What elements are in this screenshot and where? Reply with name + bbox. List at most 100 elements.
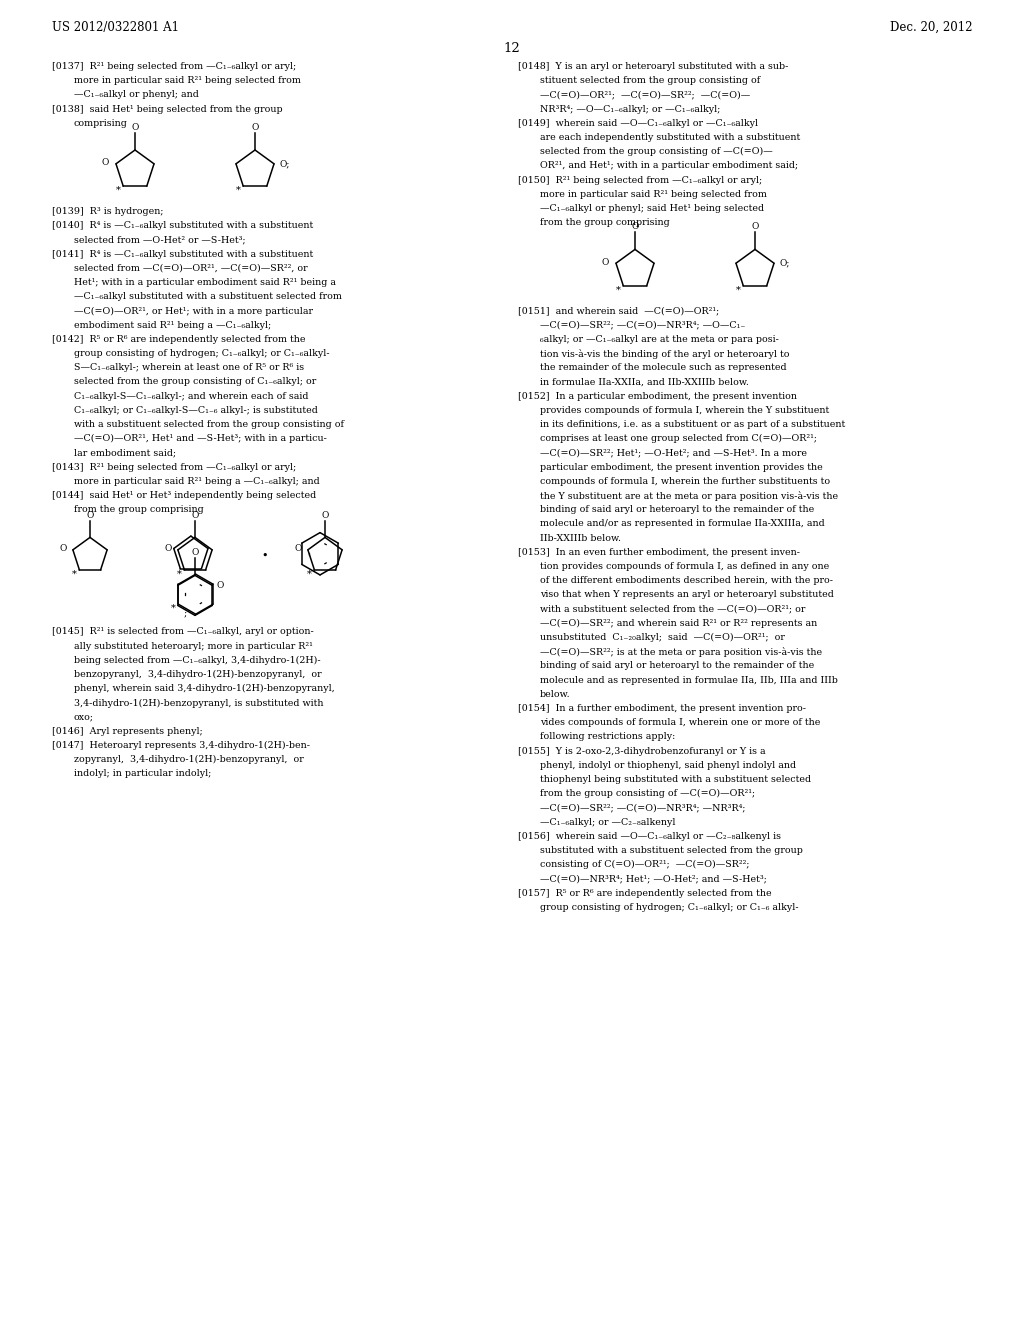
Text: unsubstituted  C₁₋₂₀alkyl;  said  —C(=O)—OR²¹;  or: unsubstituted C₁₋₂₀alkyl; said —C(=O)—OR… [540, 634, 784, 642]
Text: *: * [116, 186, 121, 195]
Text: O: O [322, 511, 329, 520]
Text: [0142]  R⁵ or R⁶ are independently selected from the: [0142] R⁵ or R⁶ are independently select… [52, 335, 305, 343]
Text: —C(=O)—OR²¹, or Het¹; with in a more particular: —C(=O)—OR²¹, or Het¹; with in a more par… [74, 306, 313, 315]
Text: O: O [191, 548, 199, 557]
Text: vides compounds of formula I, wherein one or more of the: vides compounds of formula I, wherein on… [540, 718, 820, 727]
Text: from the group comprising: from the group comprising [74, 506, 204, 515]
Text: provides compounds of formula I, wherein the Y substituent: provides compounds of formula I, wherein… [540, 405, 829, 414]
Text: tion vis-à-vis the binding of the aryl or heteroaryl to: tion vis-à-vis the binding of the aryl o… [540, 348, 790, 359]
Text: more in particular said R²¹ being a —C₁₋₆alkyl; and: more in particular said R²¹ being a —C₁₋… [74, 477, 319, 486]
Text: C₁₋₆alkyl-S—C₁₋₆alkyl-; and wherein each of said: C₁₋₆alkyl-S—C₁₋₆alkyl-; and wherein each… [74, 392, 308, 400]
Text: oxo;: oxo; [74, 713, 94, 722]
Text: O;: O; [279, 160, 290, 169]
Text: —C(=O)—SR²²; is at the meta or para position vis-à-vis the: —C(=O)—SR²²; is at the meta or para posi… [540, 647, 822, 657]
Text: comprises at least one group selected from C(=O)—OR²¹;: comprises at least one group selected fr… [540, 434, 817, 444]
Text: [0143]  R²¹ being selected from —C₁₋₆alkyl or aryl;: [0143] R²¹ being selected from —C₁₋₆alky… [52, 462, 296, 471]
Text: from the group consisting of —C(=O)—OR²¹;: from the group consisting of —C(=O)—OR²¹… [540, 789, 755, 799]
Text: selected from —C(=O)—OR²¹, —C(=O)—SR²², or: selected from —C(=O)—OR²¹, —C(=O)—SR²², … [74, 264, 307, 273]
Text: O: O [216, 581, 223, 590]
Text: embodiment said R²¹ being a —C₁₋₆alkyl;: embodiment said R²¹ being a —C₁₋₆alkyl; [74, 321, 271, 330]
Text: [0140]  R⁴ is —C₁₋₆alkyl substituted with a substituent: [0140] R⁴ is —C₁₋₆alkyl substituted with… [52, 222, 313, 230]
Text: ;: ; [183, 609, 187, 618]
Text: O: O [295, 544, 302, 553]
Text: zopyranyl,  3,4-dihydro-1(2H)-benzopyranyl,  or: zopyranyl, 3,4-dihydro-1(2H)-benzopyrany… [74, 755, 304, 764]
Text: [0148]  Y is an aryl or heteroaryl substituted with a sub-: [0148] Y is an aryl or heteroaryl substi… [518, 62, 788, 71]
Text: of the different embodiments described herein, with the pro-: of the different embodiments described h… [540, 577, 833, 585]
Text: binding of said aryl or heteroaryl to the remainder of the: binding of said aryl or heteroaryl to th… [540, 661, 814, 671]
Text: O: O [602, 257, 609, 267]
Text: selected from the group consisting of —C(=O)—: selected from the group consisting of —C… [540, 148, 773, 156]
Text: the Y substituent are at the meta or para position vis-à-vis the: the Y substituent are at the meta or par… [540, 491, 838, 500]
Text: viso that when Y represents an aryl or heteroaryl substituted: viso that when Y represents an aryl or h… [540, 590, 834, 599]
Text: NR³R⁴; —O—C₁₋₆alkyl; or —C₁₋₆alkyl;: NR³R⁴; —O—C₁₋₆alkyl; or —C₁₋₆alkyl; [540, 104, 720, 114]
Text: O: O [752, 222, 759, 231]
Text: [0151]  and wherein said  —C(=O)—OR²¹;: [0151] and wherein said —C(=O)—OR²¹; [518, 306, 719, 315]
Text: stituent selected from the group consisting of: stituent selected from the group consist… [540, 77, 760, 86]
Text: S—C₁₋₆alkyl-; wherein at least one of R⁵ or R⁶ is: S—C₁₋₆alkyl-; wherein at least one of R⁵… [74, 363, 304, 372]
Text: US 2012/0322801 A1: US 2012/0322801 A1 [52, 21, 179, 34]
Text: [0146]  Aryl represents phenyl;: [0146] Aryl represents phenyl; [52, 727, 203, 735]
Text: substituted with a substituent selected from the group: substituted with a substituent selected … [540, 846, 803, 855]
Text: [0157]  R⁵ or R⁶ are independently selected from the: [0157] R⁵ or R⁶ are independently select… [518, 888, 772, 898]
Text: below.: below. [540, 690, 570, 698]
Text: benzopyranyl,  3,4-dihydro-1(2H)-benzopyranyl,  or: benzopyranyl, 3,4-dihydro-1(2H)-benzopyr… [74, 671, 322, 678]
Text: with a substituent selected from the group consisting of: with a substituent selected from the gro… [74, 420, 344, 429]
Text: 12: 12 [504, 42, 520, 55]
Text: [0156]  wherein said —O—C₁₋₆alkyl or —C₂₋₈alkenyl is: [0156] wherein said —O—C₁₋₆alkyl or —C₂₋… [518, 832, 781, 841]
Text: ally substituted heteroaryl; more in particular R²¹: ally substituted heteroaryl; more in par… [74, 642, 313, 651]
Text: [0154]  In a further embodiment, the present invention pro-: [0154] In a further embodiment, the pres… [518, 704, 806, 713]
Text: are each independently substituted with a substituent: are each independently substituted with … [540, 133, 800, 143]
Text: O: O [165, 544, 172, 553]
Text: being selected from —C₁₋₆alkyl, 3,4-dihydro-1(2H)-: being selected from —C₁₋₆alkyl, 3,4-dihy… [74, 656, 321, 665]
Text: in its definitions, i.e. as a substituent or as part of a substituent: in its definitions, i.e. as a substituen… [540, 420, 845, 429]
Text: O: O [632, 222, 639, 231]
Text: comprising: comprising [74, 119, 128, 128]
Text: thiophenyl being substituted with a substituent selected: thiophenyl being substituted with a subs… [540, 775, 811, 784]
Text: O: O [251, 123, 259, 132]
Text: —C(=O)—OR²¹;  —C(=O)—SR²²;  —C(=O)—: —C(=O)—OR²¹; —C(=O)—SR²²; —C(=O)— [540, 90, 751, 99]
Text: ₆alkyl; or —C₁₋₆alkyl are at the meta or para posi-: ₆alkyl; or —C₁₋₆alkyl are at the meta or… [540, 335, 779, 343]
Text: in formulae IIa-XXIIa, and IIb-XXIIIb below.: in formulae IIa-XXIIa, and IIb-XXIIIb be… [540, 378, 749, 387]
Text: [0153]  In an even further embodiment, the present inven-: [0153] In an even further embodiment, th… [518, 548, 800, 557]
Text: binding of said aryl or heteroaryl to the remainder of the: binding of said aryl or heteroaryl to th… [540, 506, 814, 515]
Text: group consisting of hydrogen; C₁₋₆alkyl; or C₁₋₆alkyl-: group consisting of hydrogen; C₁₋₆alkyl;… [74, 348, 330, 358]
Text: more in particular said R²¹ being selected from: more in particular said R²¹ being select… [540, 190, 767, 199]
Text: tion provides compounds of formula I, as defined in any one: tion provides compounds of formula I, as… [540, 562, 829, 572]
Text: *: * [236, 186, 241, 195]
Text: —C(=O)—OR²¹, Het¹ and —S-Het³; with in a particu-: —C(=O)—OR²¹, Het¹ and —S-Het³; with in a… [74, 434, 327, 444]
Text: [0150]  R²¹ being selected from —C₁₋₆alkyl or aryl;: [0150] R²¹ being selected from —C₁₋₆alky… [518, 176, 762, 185]
Text: —C₁₋₆alkyl; or —C₂₋₈alkenyl: —C₁₋₆alkyl; or —C₂₋₈alkenyl [540, 817, 676, 826]
Text: selected from —O-Het² or —S-Het³;: selected from —O-Het² or —S-Het³; [74, 235, 246, 244]
Text: [0141]  R⁴ is —C₁₋₆alkyl substituted with a substituent: [0141] R⁴ is —C₁₋₆alkyl substituted with… [52, 249, 313, 259]
Text: [0139]  R³ is hydrogen;: [0139] R³ is hydrogen; [52, 207, 164, 216]
Text: —C₁₋₆alkyl or phenyl; said Het¹ being selected: —C₁₋₆alkyl or phenyl; said Het¹ being se… [540, 205, 764, 213]
Text: —C₁₋₆alkyl or phenyl; and: —C₁₋₆alkyl or phenyl; and [74, 90, 199, 99]
Text: with a substituent selected from the —C(=O)—OR²¹; or: with a substituent selected from the —C(… [540, 605, 805, 614]
Text: O: O [131, 123, 138, 132]
Text: [0152]  In a particular embodiment, the present invention: [0152] In a particular embodiment, the p… [518, 392, 797, 400]
Text: —C(=O)—SR²²; —C(=O)—NR³R⁴; —O—C₁₋: —C(=O)—SR²²; —C(=O)—NR³R⁴; —O—C₁₋ [540, 321, 745, 330]
Text: —C(=O)—NR³R⁴; Het¹; —O-Het²; and —S-Het³;: —C(=O)—NR³R⁴; Het¹; —O-Het²; and —S-Het³… [540, 874, 767, 883]
Text: from the group comprising: from the group comprising [540, 218, 670, 227]
Text: *: * [177, 570, 182, 579]
Text: phenyl, indolyl or thiophenyl, said phenyl indolyl and: phenyl, indolyl or thiophenyl, said phen… [540, 760, 796, 770]
Text: particular embodiment, the present invention provides the: particular embodiment, the present inven… [540, 462, 822, 471]
Text: O: O [86, 511, 93, 520]
Text: molecule and as represented in formulae IIa, IIb, IIIa and IIIb: molecule and as represented in formulae … [540, 676, 838, 685]
Text: C₁₋₆alkyl; or C₁₋₆alkyl-S—C₁₋₆ alkyl-; is substituted: C₁₋₆alkyl; or C₁₋₆alkyl-S—C₁₋₆ alkyl-; i… [74, 405, 317, 414]
Text: the remainder of the molecule such as represented: the remainder of the molecule such as re… [540, 363, 786, 372]
Text: [0145]  R²¹ is selected from —C₁₋₆alkyl, aryl or option-: [0145] R²¹ is selected from —C₁₋₆alkyl, … [52, 627, 313, 636]
Text: *: * [171, 603, 176, 612]
Text: more in particular said R²¹ being selected from: more in particular said R²¹ being select… [74, 77, 301, 86]
Text: [0147]  Heteroaryl represents 3,4-dihydro-1(2H)-ben-: [0147] Heteroaryl represents 3,4-dihydro… [52, 741, 310, 750]
Text: OR²¹, and Het¹; with in a particular embodiment said;: OR²¹, and Het¹; with in a particular emb… [540, 161, 798, 170]
Text: *: * [307, 570, 312, 579]
Text: [0137]  R²¹ being selected from —C₁₋₆alkyl or aryl;: [0137] R²¹ being selected from —C₁₋₆alky… [52, 62, 296, 71]
Text: selected from the group consisting of C₁₋₆alkyl; or: selected from the group consisting of C₁… [74, 378, 316, 387]
Text: [0149]  wherein said —O—C₁₋₆alkyl or —C₁₋₆alkyl: [0149] wherein said —O—C₁₋₆alkyl or —C₁₋… [518, 119, 758, 128]
Text: —C(=O)—SR²²; —C(=O)—NR³R⁴; —NR³R⁴;: —C(=O)—SR²²; —C(=O)—NR³R⁴; —NR³R⁴; [540, 804, 745, 812]
Text: consisting of C(=O)—OR²¹;  —C(=O)—SR²²;: consisting of C(=O)—OR²¹; —C(=O)—SR²²; [540, 861, 750, 870]
Text: O: O [59, 544, 67, 553]
Text: [0138]  said Het¹ being selected from the group: [0138] said Het¹ being selected from the… [52, 104, 283, 114]
Text: •: • [262, 550, 268, 561]
